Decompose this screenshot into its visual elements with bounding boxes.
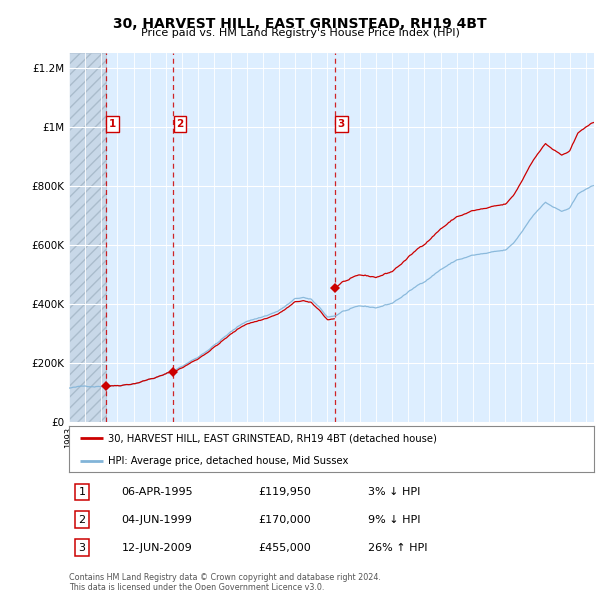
Text: 12-JUN-2009: 12-JUN-2009: [121, 543, 192, 553]
Text: £170,000: £170,000: [258, 515, 311, 525]
Text: 26% ↑ HPI: 26% ↑ HPI: [368, 543, 428, 553]
Text: £455,000: £455,000: [258, 543, 311, 553]
Text: 3: 3: [338, 119, 345, 129]
Text: 06-APR-1995: 06-APR-1995: [121, 487, 193, 497]
Text: Contains HM Land Registry data © Crown copyright and database right 2024.: Contains HM Land Registry data © Crown c…: [69, 573, 381, 582]
Text: 2: 2: [176, 119, 184, 129]
Text: 04-JUN-1999: 04-JUN-1999: [121, 515, 193, 525]
Text: Price paid vs. HM Land Registry's House Price Index (HPI): Price paid vs. HM Land Registry's House …: [140, 28, 460, 38]
Text: 9% ↓ HPI: 9% ↓ HPI: [368, 515, 421, 525]
Text: HPI: Average price, detached house, Mid Sussex: HPI: Average price, detached house, Mid …: [109, 457, 349, 467]
Text: 1: 1: [79, 487, 86, 497]
Text: 30, HARVEST HILL, EAST GRINSTEAD, RH19 4BT (detached house): 30, HARVEST HILL, EAST GRINSTEAD, RH19 4…: [109, 434, 437, 444]
Text: 3% ↓ HPI: 3% ↓ HPI: [368, 487, 421, 497]
Text: 30, HARVEST HILL, EAST GRINSTEAD, RH19 4BT: 30, HARVEST HILL, EAST GRINSTEAD, RH19 4…: [113, 17, 487, 31]
Text: 1: 1: [109, 119, 116, 129]
Text: £119,950: £119,950: [258, 487, 311, 497]
Text: 2: 2: [79, 515, 86, 525]
Bar: [69, 53, 106, 422]
Text: 3: 3: [79, 543, 86, 553]
Text: This data is licensed under the Open Government Licence v3.0.: This data is licensed under the Open Gov…: [69, 583, 325, 590]
